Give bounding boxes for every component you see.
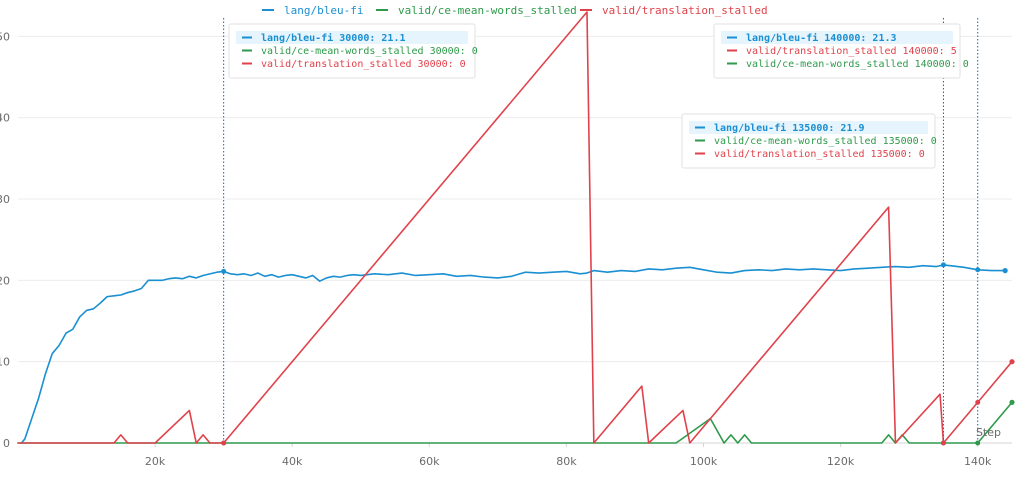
hover-point bbox=[975, 267, 981, 273]
series-points bbox=[221, 262, 1015, 446]
tooltip-row-text: valid/translation_stalled 30000: 0 bbox=[261, 59, 466, 70]
tooltip-row-text: valid/translation_stalled 140000: 5 bbox=[746, 46, 957, 57]
series-line-0[interactable] bbox=[20, 264, 1006, 444]
y-tick-label: 20 bbox=[0, 274, 10, 287]
x-tick-label: 80k bbox=[556, 455, 577, 468]
tooltip-row-text: lang/bleu-fi 30000: 21.1 bbox=[261, 32, 406, 44]
tooltip-row-highlight bbox=[689, 121, 928, 134]
hover-point bbox=[940, 262, 946, 268]
y-tick-label: 40 bbox=[0, 112, 10, 125]
tooltip-row-text: valid/ce-mean-words_stalled 140000: 0 bbox=[746, 59, 969, 70]
series-line-2[interactable] bbox=[17, 11, 1013, 444]
series-line-1[interactable] bbox=[17, 401, 1013, 444]
tooltip: lang/bleu-fi 140000: 21.3 valid/translati… bbox=[713, 23, 969, 79]
x-axis-label: Step bbox=[976, 426, 1001, 439]
x-tick-label: 100k bbox=[690, 455, 718, 468]
hover-point bbox=[975, 399, 981, 405]
x-tick-label: 60k bbox=[419, 455, 440, 468]
x-tick-label: 20k bbox=[145, 455, 166, 468]
last-point bbox=[1002, 268, 1008, 274]
hover-point bbox=[975, 440, 981, 446]
y-tick-label: 0 bbox=[3, 437, 10, 450]
last-point bbox=[1009, 359, 1015, 365]
y-tick-label: 30 bbox=[0, 193, 10, 206]
tooltip-row-highlight bbox=[236, 31, 468, 44]
x-tick-label: 40k bbox=[282, 455, 303, 468]
series-lines bbox=[17, 11, 1013, 444]
y-tick-label: 50 bbox=[0, 30, 10, 43]
tooltip-row-text: valid/ce-mean-words_stalled 30000: 0 bbox=[261, 46, 478, 57]
hover-point bbox=[221, 440, 227, 446]
axes: 0 10 20 30 40 50 20k 40k 60k 80k 100k 120k 140k bbox=[0, 30, 1012, 468]
tooltip-row-text: valid/ce-mean-words_stalled 135000: 0 bbox=[714, 136, 937, 147]
legend-label: lang/bleu-fi bbox=[284, 4, 363, 17]
tooltip-row-text: lang/bleu-fi 140000: 21.3 bbox=[746, 32, 897, 44]
x-tick-label: 140k bbox=[964, 455, 992, 468]
legend: lang/bleu-fi valid/ce-mean-words_stalled v… bbox=[262, 4, 768, 17]
y-tick-label: 10 bbox=[0, 356, 10, 369]
tooltip-row-text: lang/bleu-fi 135000: 21.9 bbox=[714, 122, 865, 134]
legend-label: valid/ce-mean-words_stalled bbox=[398, 4, 577, 17]
hover-lines bbox=[223, 18, 979, 443]
tooltip: lang/bleu-fi 30000: 21.1 valid/ce-mean-wo… bbox=[228, 23, 478, 79]
legend-label: valid/translation_stalled bbox=[602, 4, 768, 17]
x-tick-label: 120k bbox=[827, 455, 855, 468]
hover-point bbox=[221, 268, 227, 274]
tooltip: lang/bleu-fi 135000: 21.9 valid/ce-mean-w… bbox=[681, 113, 937, 169]
hover-point bbox=[940, 440, 946, 446]
tooltip-row-highlight bbox=[721, 31, 953, 44]
tooltip-row-text: valid/translation_stalled 135000: 0 bbox=[714, 149, 925, 160]
tooltips: lang/bleu-fi 30000: 21.1 valid/ce-mean-wo… bbox=[228, 23, 969, 169]
last-point bbox=[1009, 399, 1015, 405]
